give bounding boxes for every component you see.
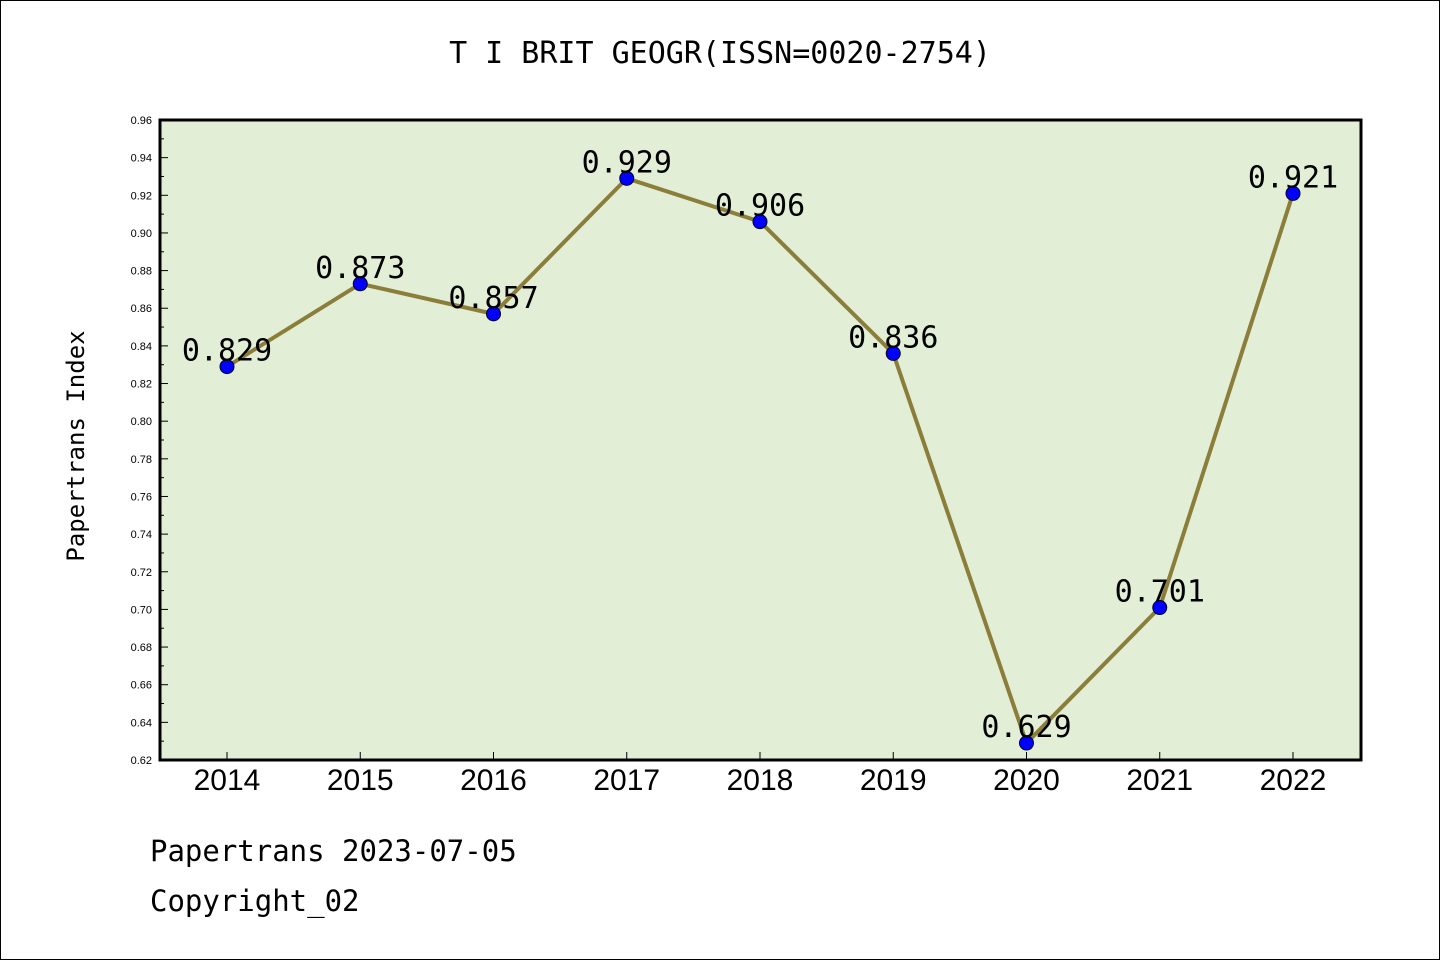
y-tick-label: 0.94 xyxy=(131,153,152,165)
y-tick-label: 0.74 xyxy=(131,529,152,541)
data-point xyxy=(752,214,768,230)
x-tick-label: 2015 xyxy=(327,764,394,797)
data-label: 0.921 xyxy=(1248,160,1338,195)
y-tick-label: 0.86 xyxy=(131,303,152,315)
data-label: 0.873 xyxy=(315,251,405,286)
data-point xyxy=(1152,600,1168,616)
y-tick-label: 0.84 xyxy=(131,341,152,353)
y-tick-label: 0.78 xyxy=(131,454,152,466)
data-label: 0.857 xyxy=(448,281,538,316)
data-point xyxy=(1285,185,1301,201)
data-label: 0.836 xyxy=(848,320,938,355)
plot-border xyxy=(158,118,1363,762)
y-tick-label: 0.72 xyxy=(131,567,152,579)
data-point xyxy=(885,345,901,361)
x-tick-label: 2014 xyxy=(194,764,261,797)
data-label: 0.829 xyxy=(182,334,272,369)
x-tick-label: 2019 xyxy=(860,764,927,797)
x-tick-label: 2022 xyxy=(1260,764,1327,797)
y-tick-label: 0.92 xyxy=(131,190,152,202)
data-label: 0.701 xyxy=(1115,575,1205,610)
x-tick-label: 2020 xyxy=(993,764,1060,797)
y-tick-label: 0.70 xyxy=(131,604,152,616)
footer-copyright: Copyright_02 xyxy=(150,884,360,918)
y-tick-label: 0.62 xyxy=(131,755,152,767)
y-tick-label: 0.64 xyxy=(131,717,152,729)
y-tick-label: 0.68 xyxy=(131,642,152,654)
y-tick-label: 0.76 xyxy=(131,491,152,503)
y-tick-label: 0.90 xyxy=(131,228,152,240)
data-point xyxy=(619,170,635,186)
footer-date: Papertrans 2023-07-05 xyxy=(150,834,517,868)
chart-title: T I BRIT GEOGR(ISSN=0020-2754) xyxy=(449,36,991,71)
y-tick-label: 0.96 xyxy=(131,115,152,127)
data-label: 0.929 xyxy=(582,145,672,180)
data-label: 0.629 xyxy=(981,710,1071,745)
x-tick-label: 2018 xyxy=(727,764,794,797)
data-label: 0.906 xyxy=(715,189,805,224)
y-tick-label: 0.66 xyxy=(131,680,152,692)
x-tick-label: 2016 xyxy=(460,764,527,797)
data-point xyxy=(1019,735,1034,751)
data-point xyxy=(219,359,235,375)
x-tick-label: 2017 xyxy=(593,764,660,797)
data-point xyxy=(352,276,368,292)
y-tick-label: 0.82 xyxy=(131,379,152,391)
data-point xyxy=(486,306,501,322)
y-tick-label: 0.88 xyxy=(131,266,152,278)
y-tick-label: 0.80 xyxy=(131,416,152,428)
x-tick-label: 2021 xyxy=(1126,764,1193,797)
